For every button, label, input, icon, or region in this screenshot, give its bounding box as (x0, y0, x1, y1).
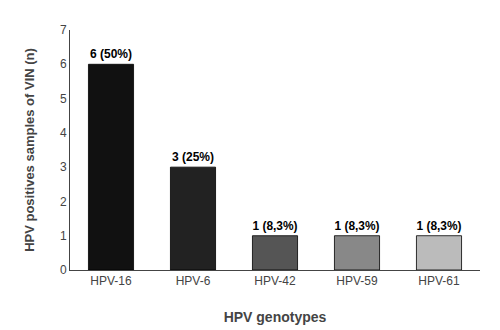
svg-text:1 (8,3%): 1 (8,3%) (252, 219, 297, 233)
svg-text:6 (50%): 6 (50%) (90, 47, 132, 61)
svg-text:HPV-61: HPV-61 (418, 274, 460, 288)
svg-text:6: 6 (60, 57, 67, 71)
svg-text:HPV-16: HPV-16 (90, 274, 132, 288)
svg-text:HPV genotypes: HPV genotypes (224, 309, 327, 325)
svg-text:1 (8,3%): 1 (8,3%) (416, 219, 461, 233)
svg-text:3: 3 (60, 160, 67, 174)
svg-text:HPV-6: HPV-6 (176, 274, 211, 288)
svg-text:5: 5 (60, 92, 67, 106)
svg-text:4: 4 (60, 126, 67, 140)
svg-text:0: 0 (60, 263, 67, 277)
svg-text:1: 1 (60, 229, 67, 243)
svg-text:7: 7 (60, 23, 67, 37)
svg-text:HPV-42: HPV-42 (254, 274, 296, 288)
svg-text:3 (25%): 3 (25%) (172, 150, 214, 164)
svg-text:HPV positives samples of VIN (: HPV positives samples of VIN (n) (22, 48, 37, 252)
svg-text:2: 2 (60, 195, 67, 209)
svg-text:HPV-59: HPV-59 (336, 274, 378, 288)
svg-text:1 (8,3%): 1 (8,3%) (334, 219, 379, 233)
